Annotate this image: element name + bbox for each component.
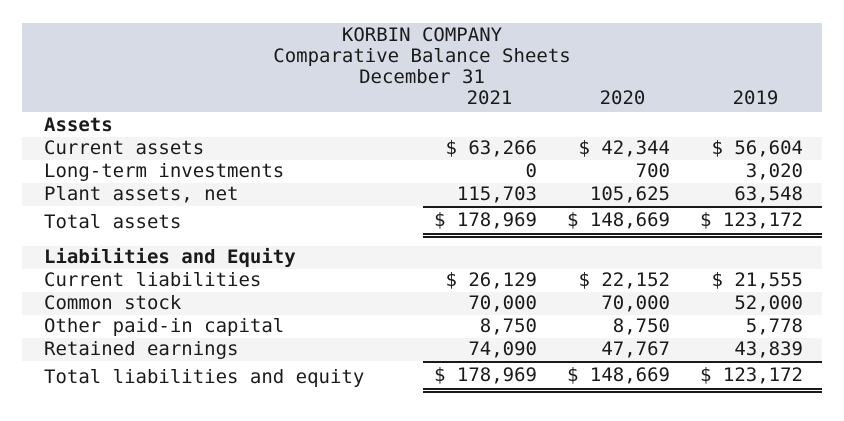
row-total-assets: Total assets $ 178,969 $ 148,669 $ 123,1… xyxy=(22,206,822,238)
row-retained-earnings: Retained earnings 74,090 47,767 43,839 xyxy=(22,338,822,361)
amount-2020: 700 xyxy=(635,160,670,182)
row-label: Retained earnings xyxy=(44,338,239,360)
amount-2020: 105,625 xyxy=(589,183,670,205)
row-current-assets: Current assets $ 63,266 $ 42,344 $ 56,60… xyxy=(22,137,822,160)
row-label: Long-term investments xyxy=(44,160,285,182)
section-label: Assets xyxy=(44,114,113,136)
row-other-paid-in-capital: Other paid-in capital 8,750 8,750 5,778 xyxy=(22,315,822,338)
section-label: Liabilities and Equity xyxy=(44,246,296,268)
amount-2021: $ 26,129 xyxy=(445,269,537,291)
amount-2021: 70,000 xyxy=(468,292,537,314)
year-column-2021: 2021 xyxy=(466,87,513,109)
report-title: Comparative Balance Sheets xyxy=(273,45,571,67)
row-plant-assets-net: Plant assets, net 115,703 105,625 63,548 xyxy=(22,183,822,206)
amount-2020: 47,767 xyxy=(601,338,670,360)
amount-2021: 0 xyxy=(525,160,537,182)
amount-2020: 70,000 xyxy=(601,292,670,314)
row-current-liabilities: Current liabilities $ 26,129 $ 22,152 $ … xyxy=(22,269,822,292)
amount-2021: $ 63,266 xyxy=(445,137,537,159)
amount-2021: 115,703 xyxy=(456,183,537,205)
amount-2019: 3,020 xyxy=(745,160,803,182)
year-header-row: 2021 2020 2019 xyxy=(22,88,822,109)
total-label: Total liabilities and equity xyxy=(44,366,365,388)
report-date: December 31 xyxy=(359,66,485,88)
row-label: Plant assets, net xyxy=(44,183,239,205)
amount-2020: 8,750 xyxy=(612,315,670,337)
total-label: Total assets xyxy=(44,211,182,233)
row-label: Other paid-in capital xyxy=(44,315,285,337)
amount-2019: 43,839 xyxy=(734,338,803,360)
amount-2019: 63,548 xyxy=(734,183,803,205)
balance-sheet-table: KORBIN COMPANY Comparative Balance Sheet… xyxy=(22,23,822,393)
row-label: Common stock xyxy=(44,292,182,314)
amount-2019: $ 123,172 xyxy=(700,209,803,231)
total-amounts-ruled: $ 178,969 $ 148,669 $ 123,172 xyxy=(423,361,822,393)
row-label: Current liabilities xyxy=(44,269,262,291)
amount-2019: $ 123,172 xyxy=(700,364,803,386)
amount-2021: 8,750 xyxy=(479,315,537,337)
total-amounts-ruled: $ 178,969 $ 148,669 $ 123,172 xyxy=(423,206,822,238)
year-column-2019: 2019 xyxy=(732,87,779,109)
amount-2020: $ 148,669 xyxy=(567,364,670,386)
row-long-term-investments: Long-term investments 0 700 3,020 xyxy=(22,160,822,183)
amount-2020: $ 148,669 xyxy=(567,209,670,231)
amount-2019: $ 56,604 xyxy=(711,137,803,159)
row-common-stock: Common stock 70,000 70,000 52,000 xyxy=(22,292,822,315)
amount-2019: $ 21,555 xyxy=(711,269,803,291)
row-liabilities-equity-section: Liabilities and Equity xyxy=(22,246,822,269)
amount-2021: $ 178,969 xyxy=(434,364,537,386)
row-label: Current assets xyxy=(44,137,205,159)
year-column-2020: 2020 xyxy=(599,87,646,109)
amount-2020: $ 22,152 xyxy=(578,269,670,291)
row-total-liabilities-and-equity: Total liabilities and equity $ 178,969 $… xyxy=(22,361,822,393)
amount-2021: $ 178,969 xyxy=(434,209,537,231)
amount-2021: 74,090 xyxy=(468,338,537,360)
amount-2019: 5,778 xyxy=(745,315,803,337)
amount-2020: $ 42,344 xyxy=(578,137,670,159)
amount-2019: 52,000 xyxy=(734,292,803,314)
company-name: KORBIN COMPANY xyxy=(341,24,503,46)
year-header-spacer xyxy=(22,88,423,109)
table-header: KORBIN COMPANY Comparative Balance Sheet… xyxy=(22,23,822,112)
table-body: Assets Current assets $ 63,266 $ 42,344 … xyxy=(22,114,822,393)
row-assets-section: Assets xyxy=(22,114,822,137)
